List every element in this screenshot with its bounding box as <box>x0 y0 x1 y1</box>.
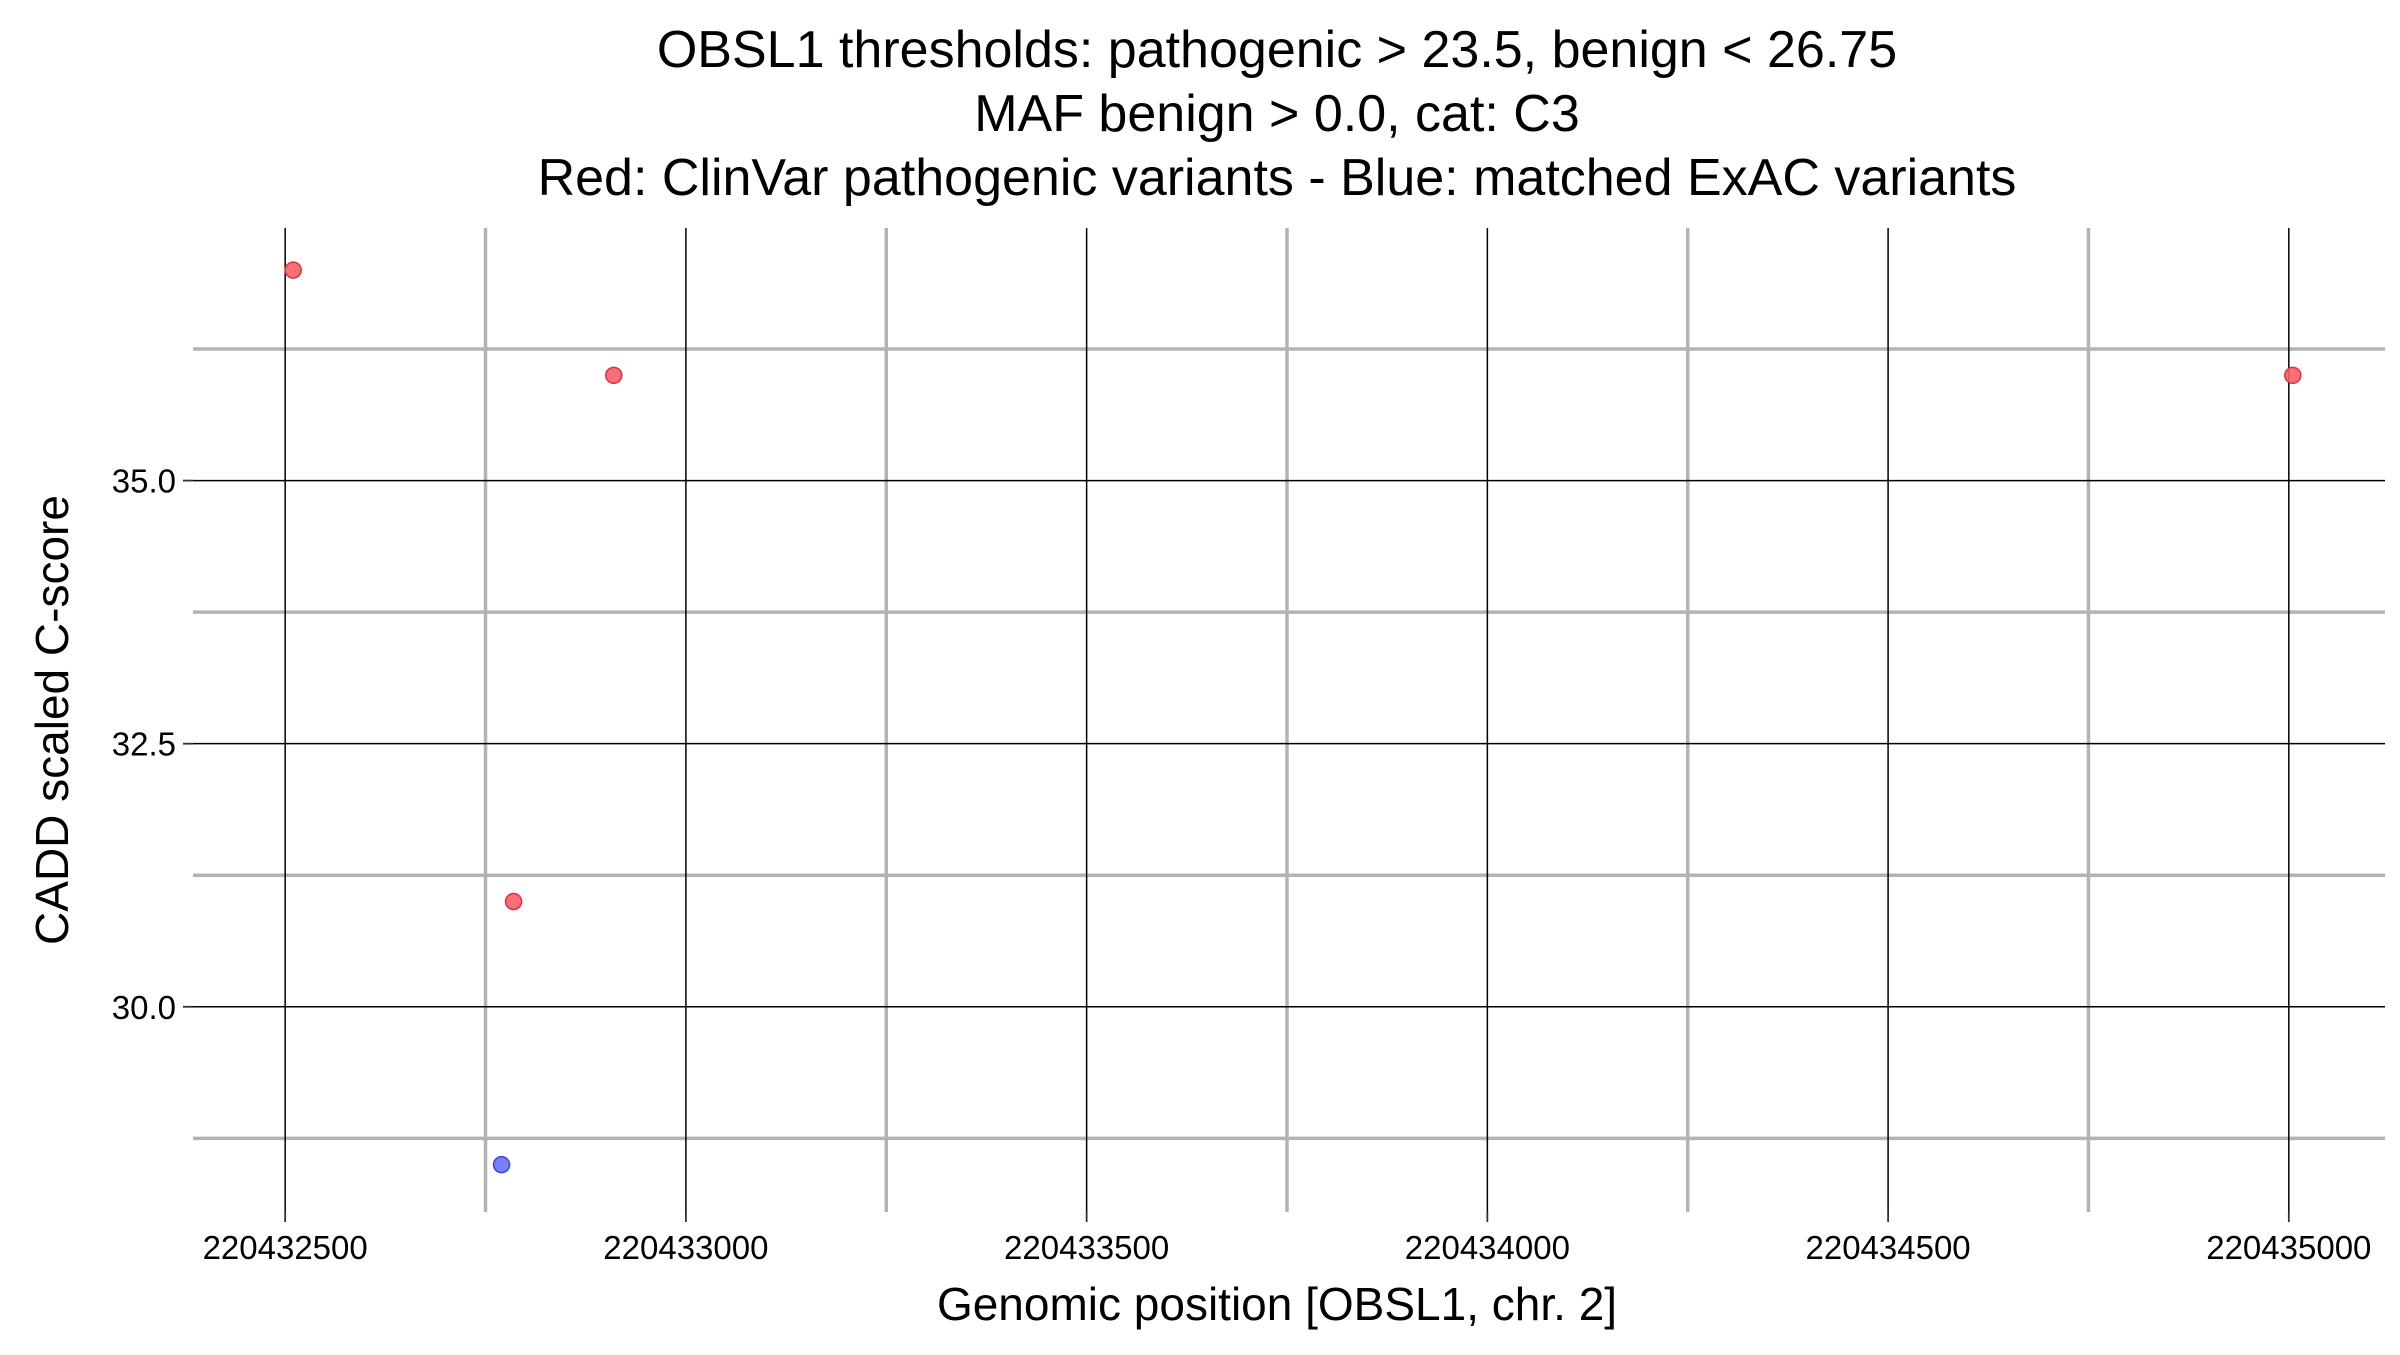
exac-point-0 <box>492 1155 511 1174</box>
clinvar-point-3 <box>2284 366 2302 385</box>
x-axis-title: Genomic position [OBSL1, chr. 2] <box>937 1278 1617 1330</box>
minor-gridlines <box>193 228 2385 1212</box>
major-gridlines <box>193 228 2385 1212</box>
x-tick-label-3: 220434000 <box>1405 1229 1570 1266</box>
x-tick-label-2: 220433500 <box>1004 1229 1169 1266</box>
y-tick-labels: 30.0 32.5 35.0 <box>112 463 176 1026</box>
y-axis-title: CADD scaled C-score <box>26 495 78 945</box>
y-tick-label-1: 32.5 <box>112 726 176 763</box>
y-tick-label-0: 30.0 <box>112 989 176 1026</box>
x-tick-label-1: 220433000 <box>603 1229 768 1266</box>
x-tick-labels: 220432500 220433000 220433500 220434000 2204… <box>203 1229 2372 1266</box>
chart-title: OBSL1 thresholds: pathogenic > 23.5, ben… <box>538 21 2017 207</box>
title-line-2: MAF benign > 0.0, cat: C3 <box>974 85 1580 143</box>
data-points <box>284 261 2302 1174</box>
y-tick-label-2: 35.0 <box>112 463 176 500</box>
title-line-1: OBSL1 thresholds: pathogenic > 23.5, ben… <box>657 21 1897 79</box>
x-tick-label-5: 220435000 <box>2206 1229 2371 1266</box>
clinvar-point-2 <box>504 892 523 911</box>
clinvar-point-1 <box>605 366 623 385</box>
axis-ticks <box>183 479 2290 1222</box>
clinvar-point-0 <box>284 261 302 279</box>
title-line-3: Red: ClinVar pathogenic variants - Blue:… <box>538 149 2017 207</box>
x-tick-label-0: 220432500 <box>203 1229 368 1266</box>
x-tick-label-4: 220434500 <box>1805 1229 1970 1266</box>
